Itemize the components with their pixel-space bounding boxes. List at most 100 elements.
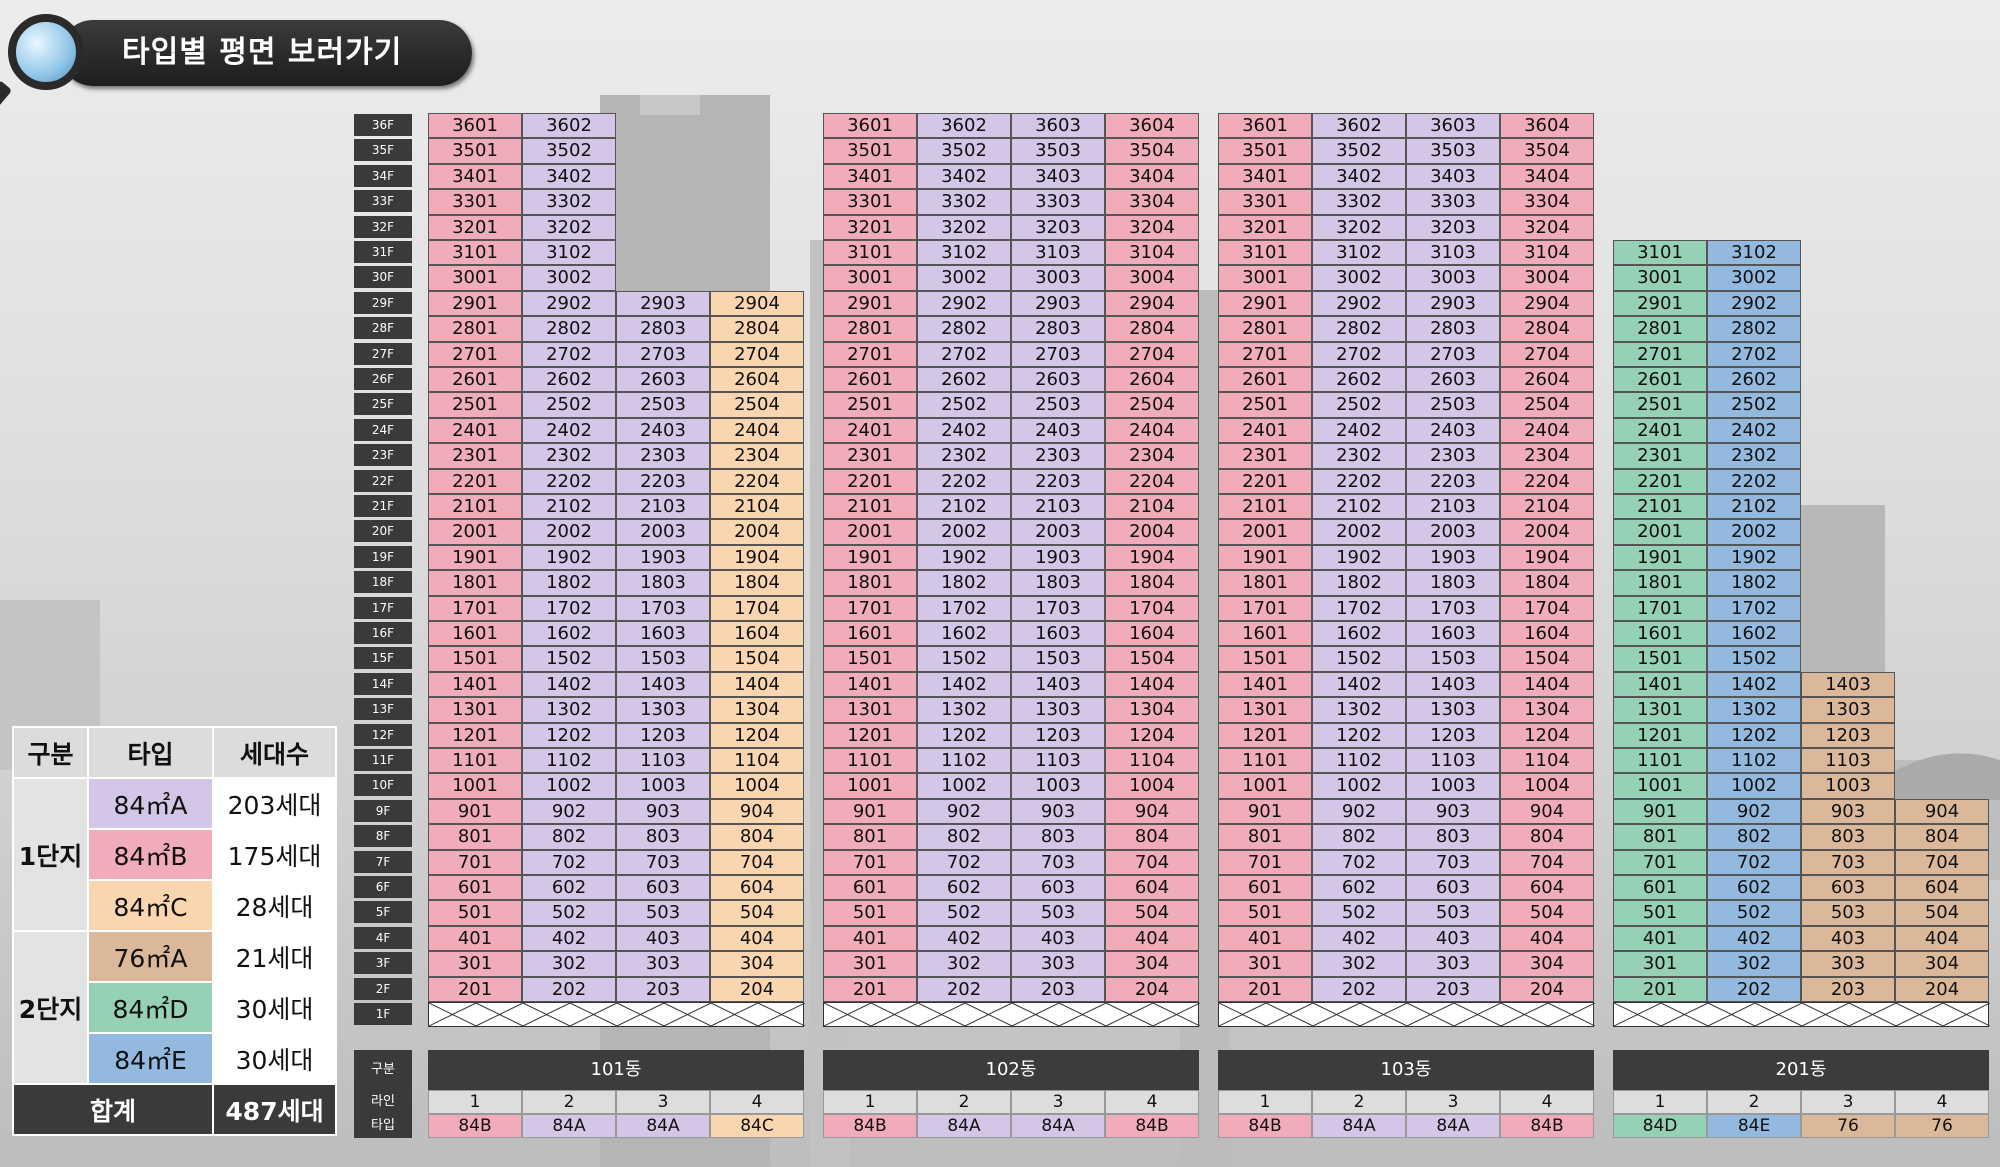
unit-cell[interactable]: 1003 <box>616 773 710 799</box>
unit-cell[interactable]: 304 <box>1895 951 1989 977</box>
unit-cell[interactable]: 1503 <box>1011 646 1105 672</box>
legend-type-84B[interactable]: 84㎡B <box>87 828 214 881</box>
unit-cell[interactable]: 3003 <box>1011 265 1105 291</box>
unit-cell[interactable]: 1201 <box>1218 722 1312 748</box>
unit-cell[interactable]: 1901 <box>1218 544 1312 571</box>
unit-cell[interactable]: 2001 <box>1218 519 1312 545</box>
unit-cell[interactable]: 502 <box>1312 900 1406 926</box>
unit-cell[interactable]: 2801 <box>428 316 522 342</box>
unit-cell[interactable]: 3203 <box>1011 214 1105 240</box>
unit-cell[interactable]: 904 <box>1500 798 1594 825</box>
unit-cell[interactable]: 801 <box>823 824 917 850</box>
unit-cell[interactable]: 1302 <box>917 697 1011 723</box>
unit-cell[interactable]: 2103 <box>1011 494 1105 520</box>
unit-cell[interactable]: 301 <box>1613 951 1707 977</box>
unit-cell[interactable]: 1001 <box>428 773 522 799</box>
unit-cell[interactable]: 804 <box>1500 824 1594 850</box>
unit-cell[interactable]: 1601 <box>823 621 917 647</box>
unit-cell[interactable]: 1203 <box>1011 722 1105 748</box>
unit-cell[interactable]: 1102 <box>1707 748 1801 774</box>
unit-cell[interactable]: 201 <box>1218 976 1312 1002</box>
unit-cell[interactable]: 2403 <box>1011 417 1105 444</box>
legend-type-84C[interactable]: 84㎡C <box>87 879 214 932</box>
unit-cell[interactable]: 2903 <box>1011 290 1105 317</box>
unit-cell[interactable]: 703 <box>1011 849 1105 875</box>
unit-cell[interactable]: 2403 <box>616 417 710 444</box>
unit-cell[interactable]: 1403 <box>616 671 710 698</box>
unit-cell[interactable]: 2901 <box>428 290 522 317</box>
unit-cell[interactable]: 2202 <box>917 468 1011 494</box>
unit-cell[interactable]: 2101 <box>428 494 522 520</box>
unit-cell[interactable]: 503 <box>1011 900 1105 926</box>
unit-cell[interactable]: 2602 <box>1707 367 1801 393</box>
unit-cell[interactable]: 2404 <box>1500 417 1594 444</box>
unit-cell[interactable]: 2303 <box>616 443 710 469</box>
unit-cell[interactable]: 3504 <box>1500 138 1594 164</box>
unit-cell[interactable]: 2902 <box>1312 290 1406 317</box>
unit-cell[interactable]: 1101 <box>823 748 917 774</box>
unit-cell[interactable]: 1404 <box>1105 671 1199 698</box>
unit-cell[interactable]: 801 <box>1218 824 1312 850</box>
unit-cell[interactable]: 401 <box>1613 925 1707 952</box>
unit-cell[interactable]: 204 <box>1105 976 1199 1002</box>
unit-cell[interactable]: 3404 <box>1500 163 1594 190</box>
unit-cell[interactable]: 2104 <box>710 494 804 520</box>
unit-cell[interactable]: 2901 <box>1218 290 1312 317</box>
unit-cell[interactable]: 2501 <box>428 392 522 418</box>
unit-cell[interactable]: 1404 <box>710 671 804 698</box>
unit-cell[interactable]: 1603 <box>616 621 710 647</box>
unit-cell[interactable]: 202 <box>1312 976 1406 1002</box>
unit-cell[interactable]: 2404 <box>710 417 804 444</box>
unit-cell[interactable]: 3003 <box>1406 265 1500 291</box>
unit-cell[interactable]: 2004 <box>1500 519 1594 545</box>
unit-cell[interactable]: 3303 <box>1011 189 1105 215</box>
unit-cell[interactable]: 304 <box>710 951 804 977</box>
unit-cell[interactable]: 1304 <box>1500 697 1594 723</box>
unit-cell[interactable]: 3002 <box>522 265 616 291</box>
unit-cell[interactable]: 3001 <box>1613 265 1707 291</box>
unit-cell[interactable]: 304 <box>1500 951 1594 977</box>
unit-cell[interactable]: 2301 <box>823 443 917 469</box>
unit-cell[interactable]: 402 <box>522 925 616 952</box>
unit-cell[interactable]: 1602 <box>1707 621 1801 647</box>
unit-cell[interactable]: 804 <box>1895 824 1989 850</box>
unit-cell[interactable]: 2701 <box>1613 341 1707 367</box>
unit-cell[interactable]: 1802 <box>1707 570 1801 596</box>
unit-cell[interactable]: 2702 <box>1707 341 1801 367</box>
unit-cell[interactable]: 3002 <box>917 265 1011 291</box>
unit-cell[interactable]: 1902 <box>1707 544 1801 571</box>
unit-cell[interactable]: 1403 <box>1406 671 1500 698</box>
unit-cell[interactable]: 2502 <box>1707 392 1801 418</box>
unit-cell[interactable]: 1704 <box>710 595 804 621</box>
unit-cell[interactable]: 501 <box>1613 900 1707 926</box>
unit-cell[interactable]: 202 <box>1707 976 1801 1002</box>
unit-cell[interactable]: 1904 <box>1105 544 1199 571</box>
building-label[interactable]: 102동 <box>823 1050 1199 1090</box>
unit-cell[interactable]: 3304 <box>1500 189 1594 215</box>
unit-cell[interactable]: 1302 <box>522 697 616 723</box>
unit-cell[interactable]: 3501 <box>823 138 917 164</box>
unit-cell[interactable]: 2901 <box>823 290 917 317</box>
unit-cell[interactable]: 701 <box>823 849 917 875</box>
unit-cell[interactable]: 2101 <box>823 494 917 520</box>
view-floorplans-button[interactable]: 타입별 평면 보러가기 <box>60 20 472 86</box>
unit-cell[interactable]: 1101 <box>1613 748 1707 774</box>
unit-cell[interactable]: 2401 <box>823 417 917 444</box>
unit-cell[interactable]: 1301 <box>1218 697 1312 723</box>
unit-cell[interactable]: 3103 <box>1406 240 1500 266</box>
unit-cell[interactable]: 1403 <box>1801 671 1895 698</box>
unit-cell[interactable]: 802 <box>917 824 1011 850</box>
unit-cell[interactable]: 2603 <box>616 367 710 393</box>
unit-cell[interactable]: 1403 <box>1011 671 1105 698</box>
unit-cell[interactable]: 1202 <box>1707 722 1801 748</box>
unit-cell[interactable]: 1801 <box>428 570 522 596</box>
unit-cell[interactable]: 3004 <box>1500 265 1594 291</box>
unit-cell[interactable]: 2602 <box>917 367 1011 393</box>
unit-cell[interactable]: 1502 <box>522 646 616 672</box>
unit-cell[interactable]: 3202 <box>522 214 616 240</box>
unit-cell[interactable]: 802 <box>522 824 616 850</box>
unit-cell[interactable]: 401 <box>823 925 917 952</box>
unit-cell[interactable]: 1002 <box>1707 773 1801 799</box>
building-label[interactable]: 101동 <box>428 1050 804 1090</box>
unit-cell[interactable]: 204 <box>1895 976 1989 1002</box>
